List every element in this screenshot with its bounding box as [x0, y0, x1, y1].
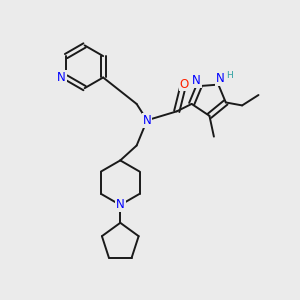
Text: N: N: [143, 114, 152, 127]
Text: N: N: [57, 71, 66, 84]
Text: H: H: [226, 70, 233, 80]
Text: N: N: [216, 72, 225, 85]
Text: O: O: [180, 77, 189, 91]
Text: N: N: [116, 199, 125, 212]
Text: N: N: [192, 74, 201, 87]
